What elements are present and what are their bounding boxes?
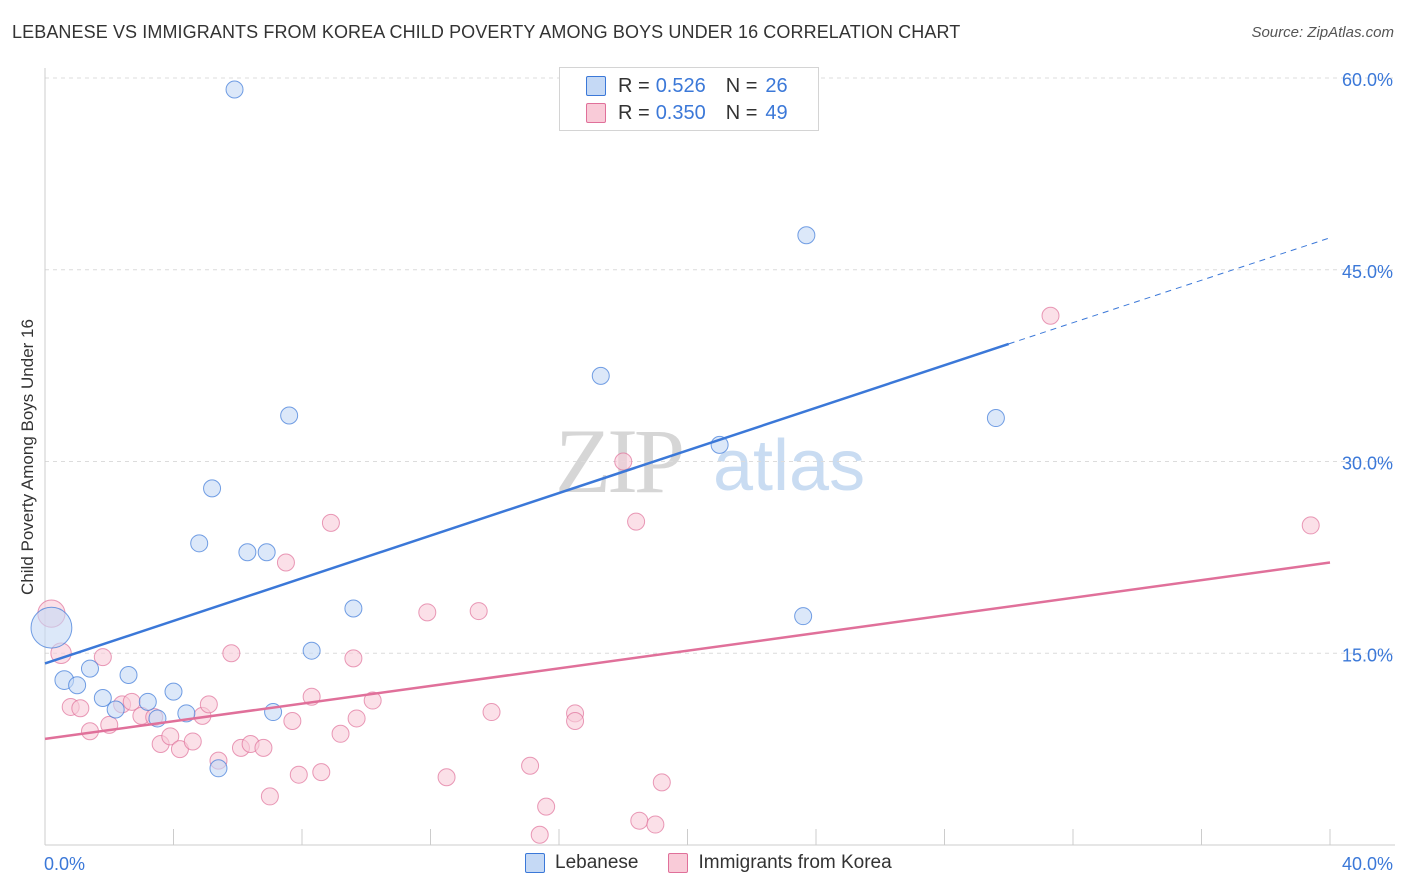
lebanese-point	[257, 543, 276, 562]
lebanese-point	[68, 676, 87, 695]
korea-point	[521, 756, 540, 775]
korea-point	[437, 768, 456, 787]
lebanese-swatch	[525, 853, 545, 873]
korea-point	[652, 773, 671, 792]
legend-lebanese-label: Lebanese	[555, 852, 639, 873]
lebanese-point	[225, 80, 244, 99]
y-tick-label: 60.0%	[1342, 70, 1393, 90]
korea-point	[530, 825, 549, 844]
korea-point	[260, 787, 279, 806]
y-tick-label: 15.0%	[1342, 645, 1393, 665]
korea-trend-line	[44, 561, 1331, 741]
korea-swatch	[586, 103, 606, 123]
korea-point	[71, 699, 90, 718]
korea-n-value: 49	[765, 101, 788, 124]
korea-swatch	[668, 853, 689, 873]
korea-point	[418, 603, 437, 622]
legend-korea-label: Immigrants from Korea	[698, 852, 892, 873]
lebanese-point	[106, 700, 125, 719]
lebanese-point	[797, 226, 816, 245]
lebanese-point	[344, 599, 363, 618]
korea-point	[630, 811, 649, 830]
lebanese-point	[986, 409, 1005, 428]
y-tick-label: 30.0%	[1342, 454, 1393, 474]
lebanese-point	[302, 641, 321, 660]
lebanese-point	[238, 543, 257, 562]
lebanese-point	[190, 534, 209, 553]
korea-point	[646, 815, 665, 834]
r-label: R =	[618, 101, 650, 124]
korea-point	[93, 648, 112, 667]
y-axis-label: Child Poverty Among Boys Under 16	[18, 319, 37, 595]
korea-point	[222, 644, 241, 663]
lebanese-point	[119, 665, 138, 684]
korea-point	[289, 765, 308, 784]
korea-point	[312, 763, 331, 782]
korea-point	[627, 512, 646, 531]
series-legend: Lebanese Immigrants from Korea	[525, 852, 922, 874]
legend-item-korea: Immigrants from Korea	[668, 852, 892, 874]
trend-lines	[44, 237, 1331, 741]
korea-point	[1301, 516, 1320, 535]
lebanese-point	[30, 606, 73, 649]
lebanese-point	[164, 682, 183, 701]
lebanese-point	[177, 704, 196, 723]
x-tick-labels: 0.0% 40.0%	[44, 854, 1393, 874]
lebanese-r-value: 0.526	[655, 74, 706, 97]
watermark-atlas: atlas	[713, 426, 865, 506]
y-tick-labels: 15.0% 30.0% 45.0% 60.0%	[1342, 70, 1393, 665]
lebanese-point	[794, 607, 813, 626]
lebanese-point	[591, 366, 610, 385]
lebanese-trend-line	[44, 342, 1010, 665]
korea-r-value: 0.350	[655, 101, 706, 124]
korea-point	[276, 553, 295, 572]
stats-legend: R = 0.526 N = 26 R = 0.350 N = 49	[559, 67, 819, 131]
korea-point	[331, 724, 350, 743]
lebanese-n-value: 26	[765, 74, 788, 97]
korea-point	[537, 797, 556, 816]
korea-point	[283, 712, 302, 731]
korea-point	[161, 727, 180, 746]
r-label: R =	[618, 74, 650, 97]
korea-point	[183, 732, 202, 751]
korea-point	[614, 452, 633, 471]
lebanese-swatch	[586, 76, 606, 96]
lebanese-point	[93, 688, 112, 707]
korea-points	[37, 306, 1320, 844]
lebanese-trend-extension	[1008, 237, 1331, 345]
axes	[44, 68, 1395, 846]
korea-point	[254, 738, 273, 757]
korea-point	[566, 712, 585, 731]
gridlines	[45, 77, 1395, 654]
legend-row-lebanese: R = 0.526 N = 26	[586, 74, 788, 98]
y-tick-label: 45.0%	[1342, 262, 1393, 282]
n-label: N =	[725, 101, 758, 124]
lebanese-point	[80, 659, 99, 678]
lebanese-point	[138, 692, 157, 711]
chart-title: LEBANESE VS IMMIGRANTS FROM KOREA CHILD …	[12, 22, 961, 42]
n-label: N =	[725, 74, 758, 97]
korea-point	[1041, 306, 1060, 325]
korea-point	[347, 709, 366, 728]
lebanese-point	[203, 479, 222, 498]
legend-row-korea: R = 0.350 N = 49	[586, 101, 788, 125]
korea-point	[469, 602, 488, 621]
korea-point	[344, 649, 363, 668]
korea-point	[363, 691, 382, 710]
source-label: Source: ZipAtlas.com	[1251, 24, 1394, 41]
x-tick-label-min: 0.0%	[44, 854, 85, 874]
lebanese-point	[209, 759, 228, 778]
korea-point	[321, 513, 340, 532]
x-tick-label-max: 40.0%	[1342, 854, 1393, 874]
korea-point	[482, 703, 501, 722]
legend-item-lebanese: Lebanese	[525, 852, 638, 874]
lebanese-point	[280, 406, 299, 425]
lebanese-points	[30, 80, 1005, 778]
korea-point	[199, 695, 218, 714]
